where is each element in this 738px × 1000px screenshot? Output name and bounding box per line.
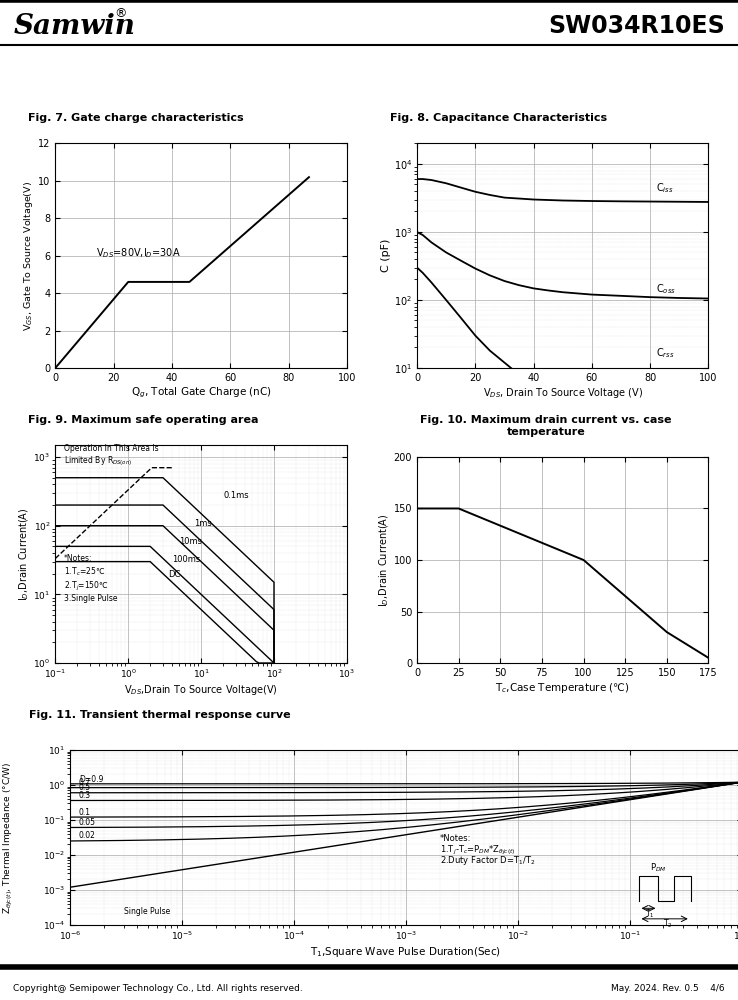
Text: Operation In This Area Is
Limited By R$_{DS(on)}$: Operation In This Area Is Limited By R$_… — [63, 444, 158, 468]
Text: 1ms: 1ms — [194, 519, 212, 528]
X-axis label: V$_{DS}$,Drain To Source Voltage(V): V$_{DS}$,Drain To Source Voltage(V) — [124, 683, 278, 697]
Y-axis label: I$_D$,Drain Current(A): I$_D$,Drain Current(A) — [17, 507, 30, 601]
Y-axis label: V$_{GS}$, Gate To Source Voltage(V): V$_{GS}$, Gate To Source Voltage(V) — [22, 181, 35, 331]
Text: C$_{iss}$: C$_{iss}$ — [656, 181, 674, 195]
Text: *Notes:: *Notes: — [440, 834, 471, 843]
Text: Fig. 9. Maximum safe operating area: Fig. 9. Maximum safe operating area — [28, 415, 259, 425]
Text: Fig. 8. Capacitance Characteristics: Fig. 8. Capacitance Characteristics — [390, 113, 607, 123]
Text: 0.05: 0.05 — [79, 818, 96, 827]
Text: SW034R10ES: SW034R10ES — [548, 14, 725, 38]
Text: Samwin: Samwin — [13, 13, 135, 40]
Text: ®: ® — [114, 7, 127, 20]
X-axis label: T$_1$,Square Wave Pulse Duration(Sec): T$_1$,Square Wave Pulse Duration(Sec) — [311, 945, 501, 959]
Text: *Notes:
1.T$_c$=25℃
2.T$_j$=150℃
3.Single Pulse: *Notes: 1.T$_c$=25℃ 2.T$_j$=150℃ 3.Singl… — [63, 554, 117, 603]
Text: P$_{DM}$: P$_{DM}$ — [650, 862, 666, 874]
Text: 100ms: 100ms — [172, 555, 200, 564]
Text: T$_2$: T$_2$ — [663, 918, 673, 930]
X-axis label: T$_c$,Case Temperature (℃): T$_c$,Case Temperature (℃) — [495, 681, 630, 695]
Text: Z$_{\theta jc(t)}$, Thermal Impedance (°C/W): Z$_{\theta jc(t)}$, Thermal Impedance (°… — [2, 761, 15, 914]
Text: V$_{DS}$=80V,I$_D$=30A: V$_{DS}$=80V,I$_D$=30A — [96, 246, 181, 260]
Text: Copyright@ Semipower Technology Co., Ltd. All rights reserved.: Copyright@ Semipower Technology Co., Ltd… — [13, 984, 303, 993]
Text: DC: DC — [168, 570, 180, 579]
Text: 0.7: 0.7 — [79, 778, 91, 787]
Text: 0.1: 0.1 — [79, 808, 91, 817]
Text: C$_{oss}$: C$_{oss}$ — [656, 282, 676, 296]
Text: Fig. 7. Gate charge characteristics: Fig. 7. Gate charge characteristics — [28, 113, 244, 123]
Text: 1.T$_j$-T$_c$=P$_{DM}$*Z$_{\theta jc(t)}$: 1.T$_j$-T$_c$=P$_{DM}$*Z$_{\theta jc(t)}… — [440, 844, 515, 857]
Y-axis label: C (pF): C (pF) — [381, 239, 391, 272]
Text: 2.Duty Factor D=T$_1$/T$_2$: 2.Duty Factor D=T$_1$/T$_2$ — [440, 854, 535, 867]
Text: 0.3: 0.3 — [79, 791, 91, 800]
X-axis label: Q$_g$, Total Gate Charge (nC): Q$_g$, Total Gate Charge (nC) — [131, 386, 272, 400]
Text: Fig. 10. Maximum drain current vs. case
temperature: Fig. 10. Maximum drain current vs. case … — [421, 415, 672, 437]
Text: D=0.9: D=0.9 — [79, 775, 103, 784]
Text: T$_1$: T$_1$ — [645, 907, 655, 920]
X-axis label: V$_{DS}$, Drain To Source Voltage (V): V$_{DS}$, Drain To Source Voltage (V) — [483, 386, 643, 400]
Text: Fig. 11. Transient thermal response curve: Fig. 11. Transient thermal response curv… — [29, 710, 291, 720]
Y-axis label: I$_D$,Drain Current(A): I$_D$,Drain Current(A) — [377, 513, 391, 607]
Text: 0.5: 0.5 — [79, 783, 91, 792]
Text: C$_{rss}$: C$_{rss}$ — [656, 346, 675, 360]
Text: Single Pulse: Single Pulse — [123, 907, 170, 916]
Text: 10ms: 10ms — [179, 537, 202, 546]
Text: 0.1ms: 0.1ms — [223, 491, 249, 500]
Text: 0.02: 0.02 — [79, 831, 96, 840]
Text: May. 2024. Rev. 0.5    4/6: May. 2024. Rev. 0.5 4/6 — [611, 984, 725, 993]
